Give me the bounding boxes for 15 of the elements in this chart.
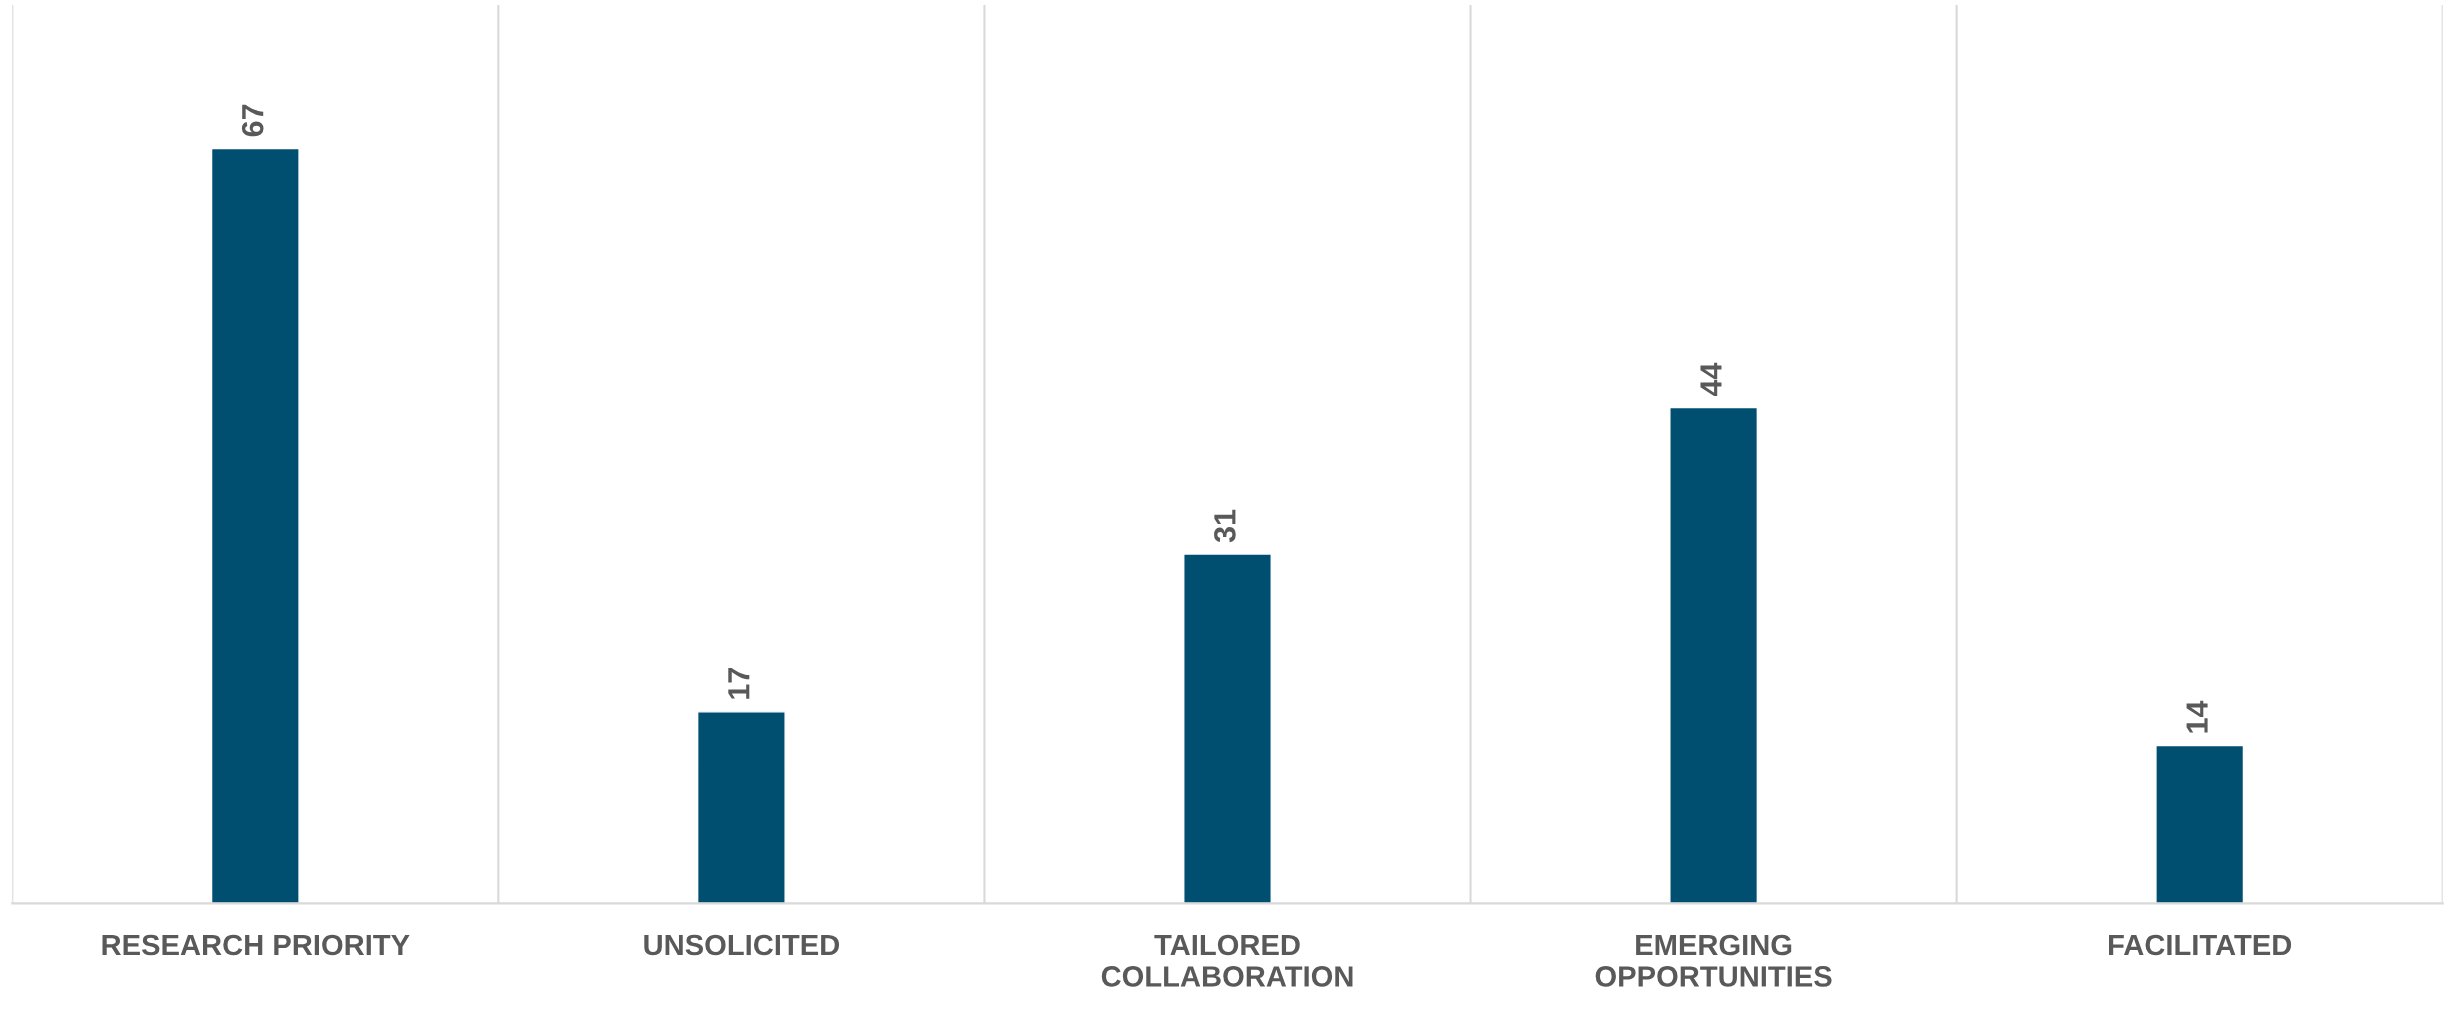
x-tick-label: UNSOLICITED <box>644 934 840 956</box>
bar <box>1183 553 1272 904</box>
data-label: 44 <box>1700 362 1722 397</box>
x-tick-label: FACILITATED <box>2109 934 2292 956</box>
data-label: 31 <box>1214 509 1236 543</box>
x-tick-label: EMERGING OPPORTUNITIES <box>1595 934 1832 987</box>
x-tick-label: RESEARCH PRIORITY <box>102 934 410 956</box>
x-tick-label: TAILORED COLLABORATION <box>1101 934 1353 987</box>
bar <box>210 147 300 904</box>
bar <box>1669 406 1759 904</box>
bar <box>696 711 786 904</box>
bar <box>2155 744 2245 904</box>
data-label: 17 <box>728 668 750 699</box>
data-label: 67 <box>241 104 264 137</box>
data-label: 14 <box>2186 700 2208 733</box>
